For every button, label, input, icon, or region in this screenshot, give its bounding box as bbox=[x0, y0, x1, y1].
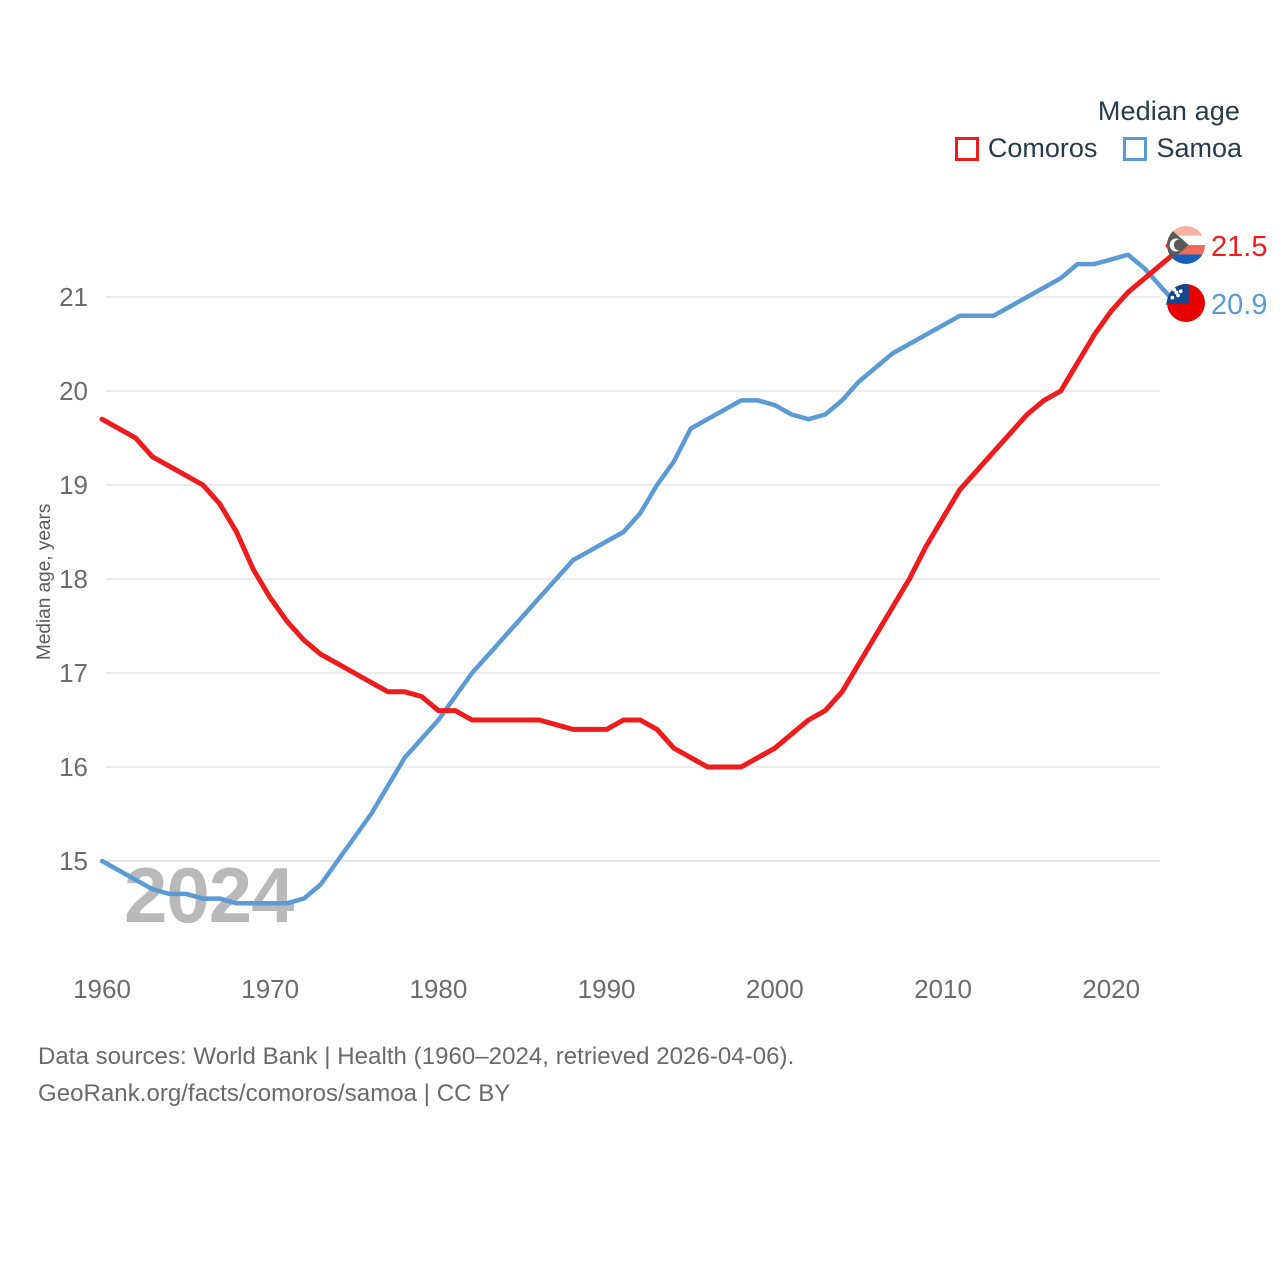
x-tick-label: 1990 bbox=[578, 974, 636, 1004]
x-axis-ticks: 1960 1970 1980 1990 2000 2010 2020 bbox=[73, 974, 1140, 1004]
y-tick-label: 16 bbox=[59, 752, 88, 782]
y-axis-title: Median age, years bbox=[34, 504, 55, 660]
x-tick-label: 1970 bbox=[241, 974, 299, 1004]
y-tick-label: 19 bbox=[59, 470, 88, 500]
legend-swatch-comoros bbox=[954, 136, 979, 161]
end-markers: 21.5 20.9 bbox=[1165, 226, 1267, 322]
legend-label-comoros: Comoros bbox=[987, 133, 1098, 163]
x-tick-label: 2020 bbox=[1082, 974, 1140, 1004]
legend-item-samoa[interactable]: Samoa bbox=[1123, 135, 1242, 162]
gridlines bbox=[106, 296, 1160, 862]
y-tick-label: 18 bbox=[59, 564, 88, 594]
legend-items: Comoros Samoa bbox=[954, 133, 1242, 163]
series-line-samoa bbox=[99, 252, 1181, 906]
y-tick-label: 15 bbox=[59, 846, 88, 876]
legend-item-comoros[interactable]: Comoros bbox=[954, 133, 1098, 163]
comoros-flag-icon bbox=[1167, 226, 1205, 264]
footer-attribution-line: GeoRank.org/facts/comoros/samoa | CC BY bbox=[38, 1080, 511, 1108]
y-tick-label: 21 bbox=[59, 282, 88, 312]
footer: Data sources: World Bank | Health (1960–… bbox=[38, 1038, 1218, 1112]
legend-swatch-samoa bbox=[1123, 136, 1148, 161]
legend-title: Median age bbox=[1097, 96, 1240, 126]
y-tick-label: 17 bbox=[59, 658, 88, 688]
y-axis-ticks: 15 16 17 18 19 20 21 bbox=[59, 282, 88, 876]
comoros-end-label: 21.5 bbox=[1211, 231, 1267, 263]
legend-label-samoa: Samoa bbox=[1156, 133, 1242, 163]
x-tick-label: 2000 bbox=[746, 974, 804, 1004]
samoa-flag-icon bbox=[1167, 284, 1205, 322]
year-watermark: 2024 bbox=[124, 851, 294, 939]
y-tick-label: 20 bbox=[59, 376, 88, 406]
x-tick-label: 1960 bbox=[73, 974, 131, 1004]
x-tick-label: 1980 bbox=[409, 974, 467, 1004]
footer-sources-line: Data sources: World Bank | Health (1960–… bbox=[38, 1043, 795, 1070]
x-tick-label: 2010 bbox=[914, 974, 972, 1004]
series-line-comoros bbox=[99, 247, 1181, 770]
legend: Median age Comoros Samoa bbox=[954, 96, 1242, 163]
samoa-end-label: 20.9 bbox=[1211, 289, 1267, 321]
